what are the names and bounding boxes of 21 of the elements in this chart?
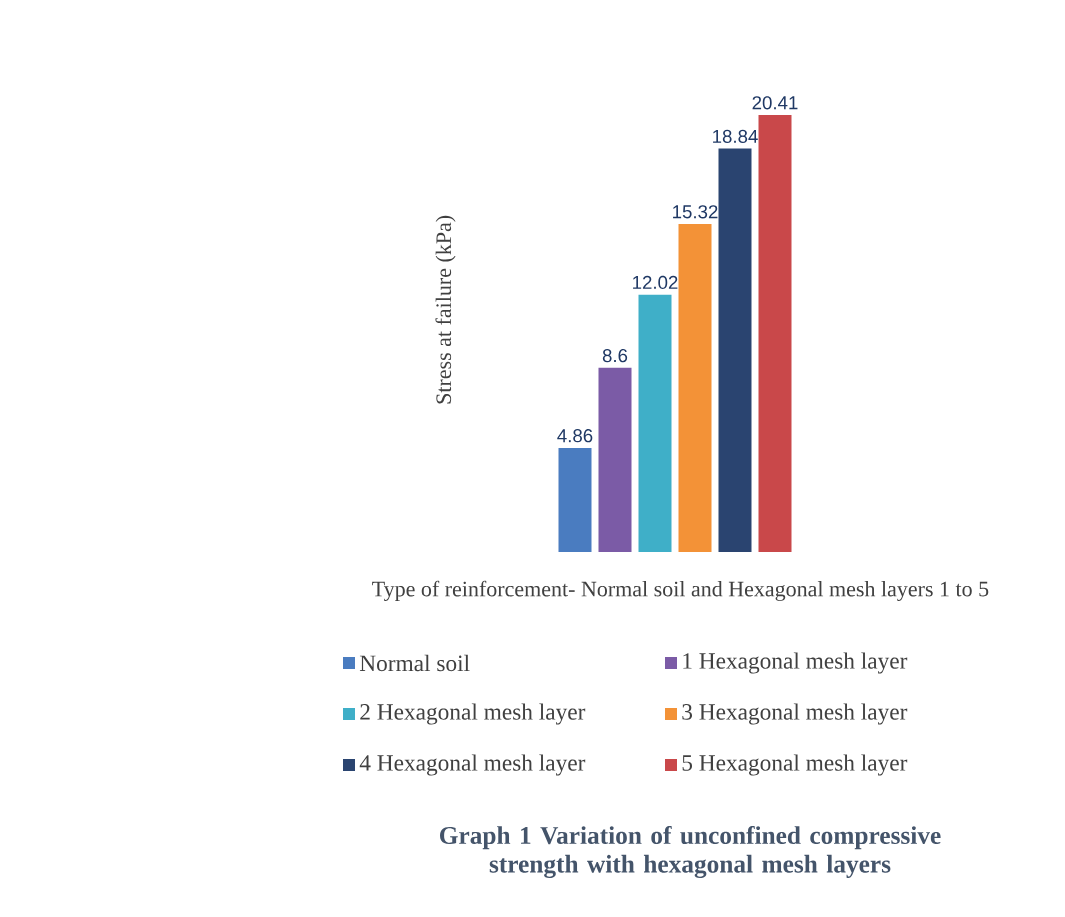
data-label: 15.32 [673,205,718,219]
legend-label: 3 Hexagonal mesh layer [682,703,908,725]
x-axis-title: Type of reinforcement- Normal soil and Hexagonal mesh layers 1 to 5 [372,580,989,601]
legend-label: 5 Hexagonal mesh layer [682,754,908,776]
bar [758,114,792,552]
data-label: 20.41 [752,96,798,110]
bar [678,223,712,552]
legend-label: Normal soil [359,654,470,672]
bar [718,148,752,552]
text: Graph 1 Variation of unconfined compressive strength with hexagonal mesh layers [440,825,941,879]
data-label: 8.6 [602,349,628,363]
y-axis-title: Stress at failure (kPa) [435,215,456,404]
legend-label: 1 Hexagonal mesh layer [683,652,908,674]
data-label: 12.02 [633,275,678,290]
data-label: 18.84 [713,129,758,144]
bar [638,294,672,552]
data-label: 4.86 [557,429,593,443]
legend-label: 4 Hexagonal mesh layer [359,754,586,776]
legend-label: 2 Hexagonal mesh layer [360,703,586,725]
bar [558,447,592,552]
bar [598,367,632,552]
